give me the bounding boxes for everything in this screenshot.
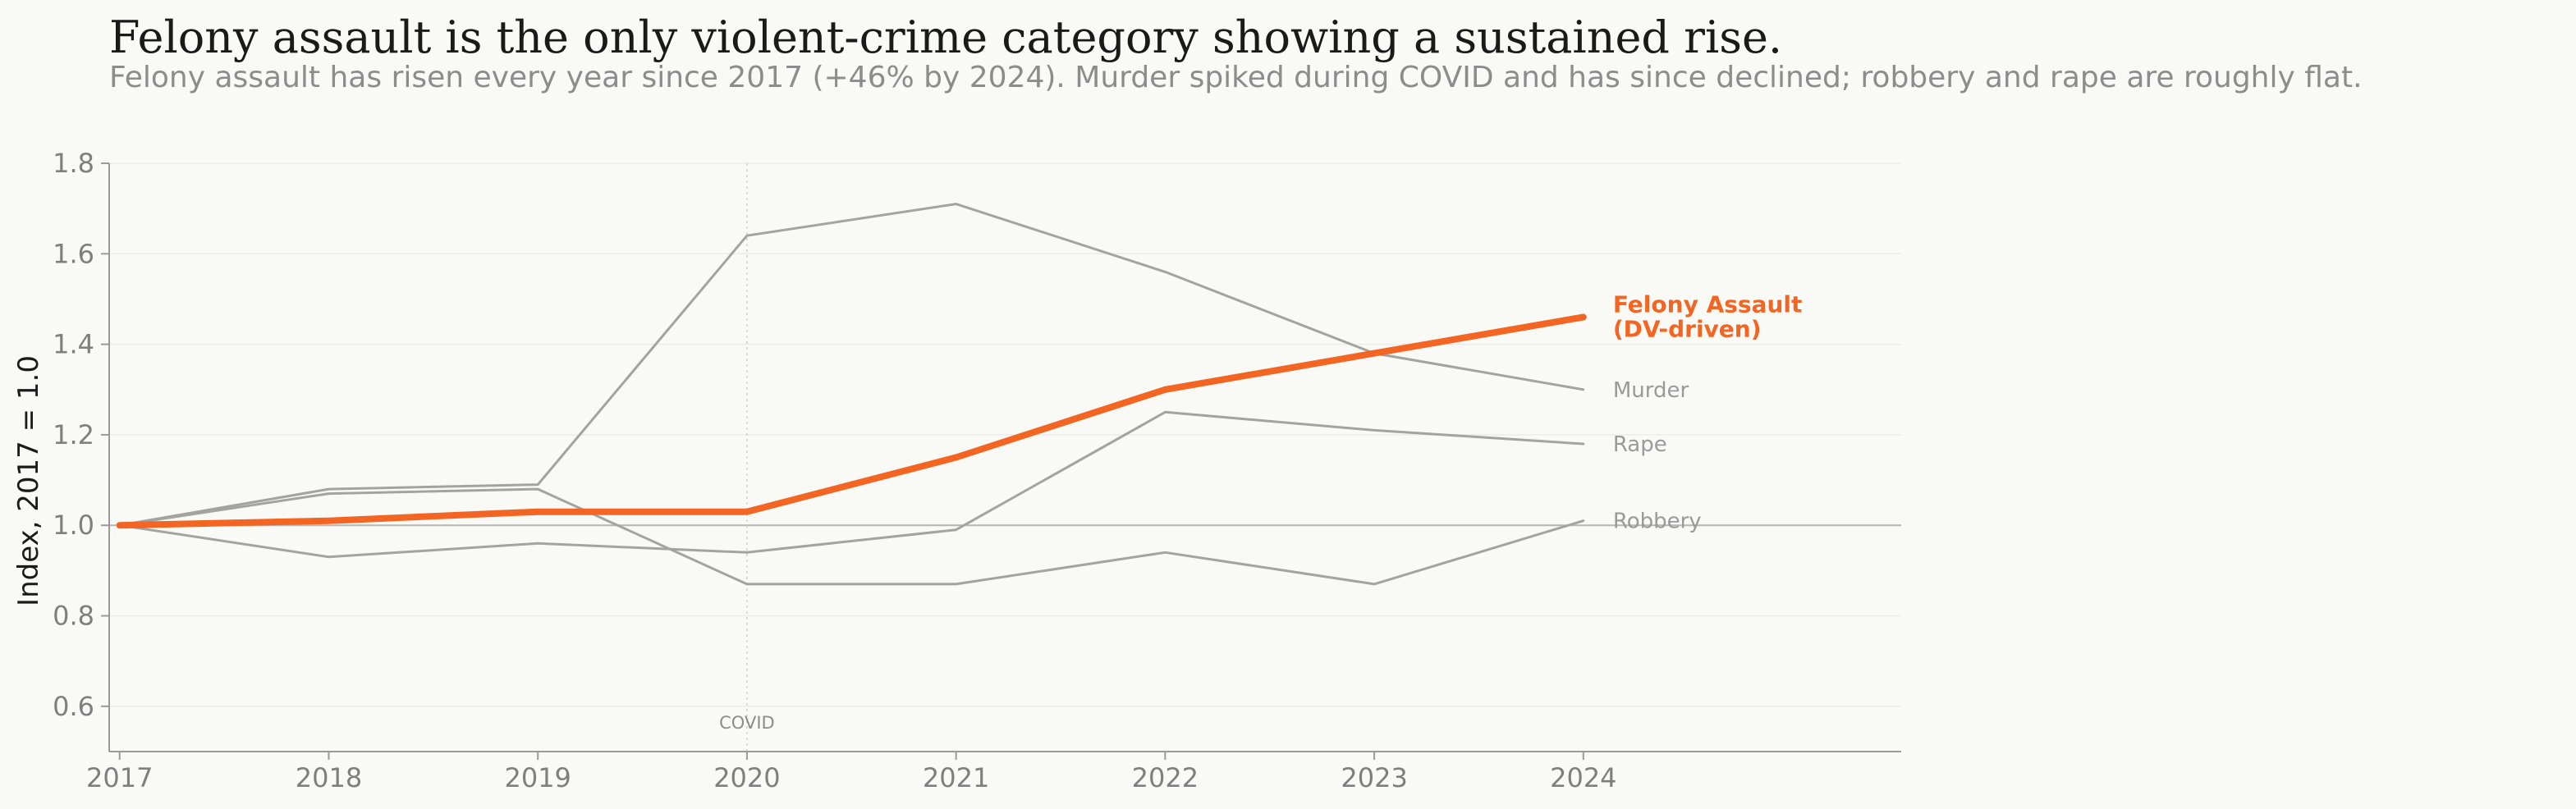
series-label-felony-assault-dv-driven: Felony Assault (DV-driven) xyxy=(1613,291,1803,343)
y-tick-label: 1.4 xyxy=(53,329,94,360)
series-line-rape xyxy=(118,410,1585,559)
x-tick-label: 2018 xyxy=(296,762,362,793)
chart-subtitle: Felony assault has risen every year sinc… xyxy=(109,61,2363,94)
series-lines xyxy=(116,203,1587,586)
series-line-felony-assault-dv-driven xyxy=(116,313,1587,529)
series-label-rape: Rape xyxy=(1613,432,1667,457)
series-label-line: Rape xyxy=(1613,432,1667,457)
series-labels: Murder Robbery Rape Felony Assault (DV-drive… xyxy=(1613,291,1803,534)
x-tick-label: 2021 xyxy=(923,762,989,793)
y-tick-label: 1.0 xyxy=(53,510,94,541)
series-line-murder xyxy=(118,203,1585,527)
x-tick-label: 2017 xyxy=(86,762,153,793)
covid-annotation: COVID xyxy=(719,713,775,733)
series-label-line: Robbery xyxy=(1613,510,1702,534)
series-label-robbery: Robbery xyxy=(1613,510,1702,534)
axes: 0.6 0.8 1.0 1.2 1.4 1.6 1.8 2017 2018 2019 2020 202… xyxy=(53,148,1901,793)
y-tick-label: 0.6 xyxy=(53,691,94,722)
x-tick-label: 2020 xyxy=(713,762,780,793)
series-line-robbery xyxy=(118,487,1585,586)
x-tick-label: 2024 xyxy=(1550,762,1616,793)
grid-lines xyxy=(109,162,1901,707)
y-axis-label: Index, 2017 = 1.0 xyxy=(12,355,45,606)
y-tick-label: 1.6 xyxy=(53,238,94,269)
y-tick-label: 1.2 xyxy=(53,419,94,450)
chart-title: Felony assault is the only violent-crime… xyxy=(109,11,1782,63)
annotations: COVID xyxy=(719,163,775,752)
series-label-line: Murder xyxy=(1613,378,1689,403)
y-tick-label: 1.8 xyxy=(53,148,94,179)
series-label-murder: Murder xyxy=(1613,378,1689,403)
series-label-line: Felony Assault xyxy=(1613,291,1803,318)
y-tick-label: 0.8 xyxy=(53,601,94,632)
x-tick-label: 2019 xyxy=(504,762,571,793)
x-tick-label: 2023 xyxy=(1341,762,1407,793)
x-tick-label: 2022 xyxy=(1132,762,1199,793)
series-label-line: (DV-driven) xyxy=(1613,316,1762,343)
